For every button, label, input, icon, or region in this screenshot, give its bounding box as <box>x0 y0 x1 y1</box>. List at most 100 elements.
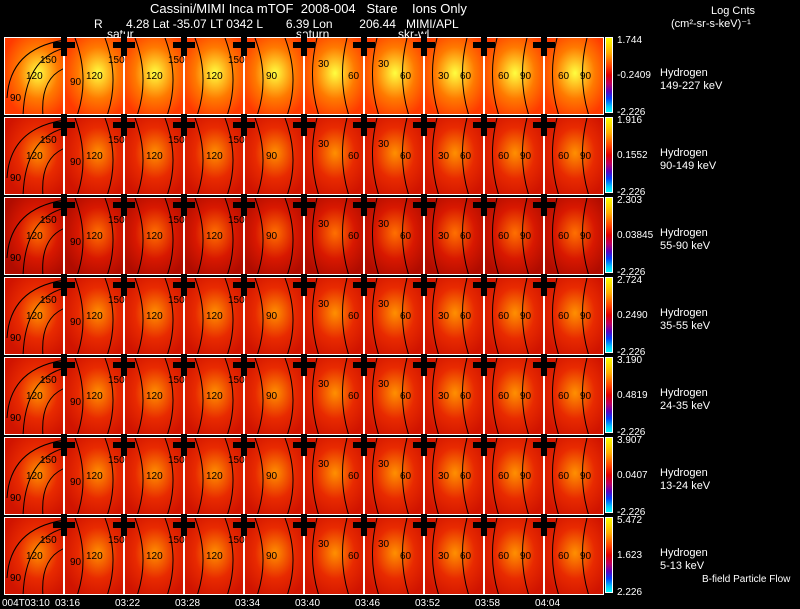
image-cell <box>184 117 244 195</box>
contour-label: 150 <box>228 55 245 66</box>
image-cell <box>64 357 124 435</box>
time-label: 004T03:10 <box>2 598 50 609</box>
contour-label: 120 <box>86 471 103 482</box>
contour-label: 120 <box>86 391 103 402</box>
contour-label: 30 <box>318 219 330 230</box>
image-cell <box>304 517 364 595</box>
crosshair-marker <box>233 434 255 456</box>
contour-label: 90 <box>70 397 82 408</box>
orbit-info-line: R 4.28 Lat -35.07 LT 0342 L 6.39 Lon 206… <box>94 17 459 31</box>
species-label: Hydrogen <box>660 387 708 399</box>
image-cell <box>244 37 304 115</box>
contour-label: 90 <box>10 493 22 504</box>
colorbar <box>605 277 613 353</box>
panel-row: 150 120 90 150 120 90 150 120 150 120 90 30 60 30 60 30… <box>4 434 604 515</box>
contour-label: 120 <box>26 471 43 482</box>
contour-label: 150 <box>108 135 125 146</box>
contour-label: 60 <box>558 471 570 482</box>
contour-label: 60 <box>460 391 472 402</box>
contour-label: 60 <box>400 391 412 402</box>
crosshair-marker <box>293 114 315 136</box>
colorbar <box>605 37 613 113</box>
contour-label: 150 <box>40 135 57 146</box>
contour-label: 120 <box>206 71 223 82</box>
time-label: 03:40 <box>295 598 321 609</box>
colorbar-max-label: 3.907 <box>617 435 643 446</box>
contour-label: 120 <box>206 151 223 162</box>
crosshair-marker <box>353 114 375 136</box>
contour-label: 30 <box>438 471 450 482</box>
contour-label: 60 <box>558 71 570 82</box>
contour-label: 90 <box>580 151 592 162</box>
contour-label: 150 <box>168 535 185 546</box>
crosshair-marker <box>473 274 495 296</box>
crosshair-marker <box>173 274 195 296</box>
crosshair-marker <box>173 354 195 376</box>
energy-range-label: 5-13 keV <box>660 560 705 572</box>
contour-label: 90 <box>266 551 278 562</box>
contour-label: 60 <box>498 391 510 402</box>
crosshair-marker <box>293 194 315 216</box>
image-cell <box>244 197 304 275</box>
image-cell <box>304 197 364 275</box>
energy-range-label: 24-35 keV <box>660 400 711 412</box>
crosshair-marker <box>173 34 195 56</box>
contour-label: 60 <box>498 231 510 242</box>
image-cell <box>184 357 244 435</box>
crosshair-marker <box>353 274 375 296</box>
contour-label: 150 <box>108 455 125 466</box>
species-label: Hydrogen <box>660 307 708 319</box>
panel-row: 150 120 90 150 120 90 150 120 150 120 90 30 60 30 60 30… <box>4 114 604 195</box>
crosshair-marker <box>113 114 135 136</box>
contour-label: 150 <box>168 295 185 306</box>
energy-range-label: 90-149 keV <box>660 160 717 172</box>
crosshair-marker <box>533 114 555 136</box>
contour-label: 60 <box>460 231 472 242</box>
contour-label: 150 <box>168 215 185 226</box>
contour-label: 90 <box>70 557 82 568</box>
contour-label: 60 <box>558 391 570 402</box>
contour-label: 60 <box>498 471 510 482</box>
contour-label: 150 <box>40 375 57 386</box>
contour-label: 60 <box>400 471 412 482</box>
crosshair-marker <box>53 434 75 456</box>
contour-label: 60 <box>558 151 570 162</box>
contour-label: 60 <box>558 551 570 562</box>
colorbar-mid-label: 0.1552 <box>617 150 648 161</box>
colorbar <box>605 197 613 273</box>
image-cell <box>124 37 184 115</box>
crosshair-marker <box>293 514 315 536</box>
crosshair-marker <box>233 194 255 216</box>
energy-range-label: 35-55 keV <box>660 320 711 332</box>
image-cell <box>124 357 184 435</box>
contour-label: 60 <box>348 311 360 322</box>
colorbar <box>605 437 613 513</box>
crosshair-marker <box>173 194 195 216</box>
contour-label: 150 <box>168 375 185 386</box>
time-label: 04:04 <box>535 598 561 609</box>
image-cell <box>484 517 544 595</box>
colorbar-max-label: 1.744 <box>617 35 643 46</box>
crosshair-marker <box>233 354 255 376</box>
contour-label: 120 <box>26 551 43 562</box>
contour-label: 60 <box>348 551 360 562</box>
contour-label: 120 <box>206 551 223 562</box>
image-cell <box>244 517 304 595</box>
contour-label: 90 <box>266 71 278 82</box>
contour-label: 60 <box>400 231 412 242</box>
colorbar-mid-label: 0.4819 <box>617 390 648 401</box>
image-cell <box>544 437 604 515</box>
crosshair-marker <box>53 514 75 536</box>
species-label: Hydrogen <box>660 467 708 479</box>
crosshair-marker <box>533 34 555 56</box>
crosshair-marker <box>413 34 435 56</box>
image-cell <box>364 117 424 195</box>
contour-label: 60 <box>498 311 510 322</box>
contour-label: 30 <box>318 59 330 70</box>
species-label: Hydrogen <box>660 67 708 79</box>
contour-label: 90 <box>266 311 278 322</box>
panel-row: 150 120 90 150 120 90 150 120 150 120 90 30 60 30 60 30… <box>4 274 604 355</box>
contour-label: 90 <box>520 551 532 562</box>
contour-label: 60 <box>498 71 510 82</box>
contour-label: 90 <box>10 333 22 344</box>
